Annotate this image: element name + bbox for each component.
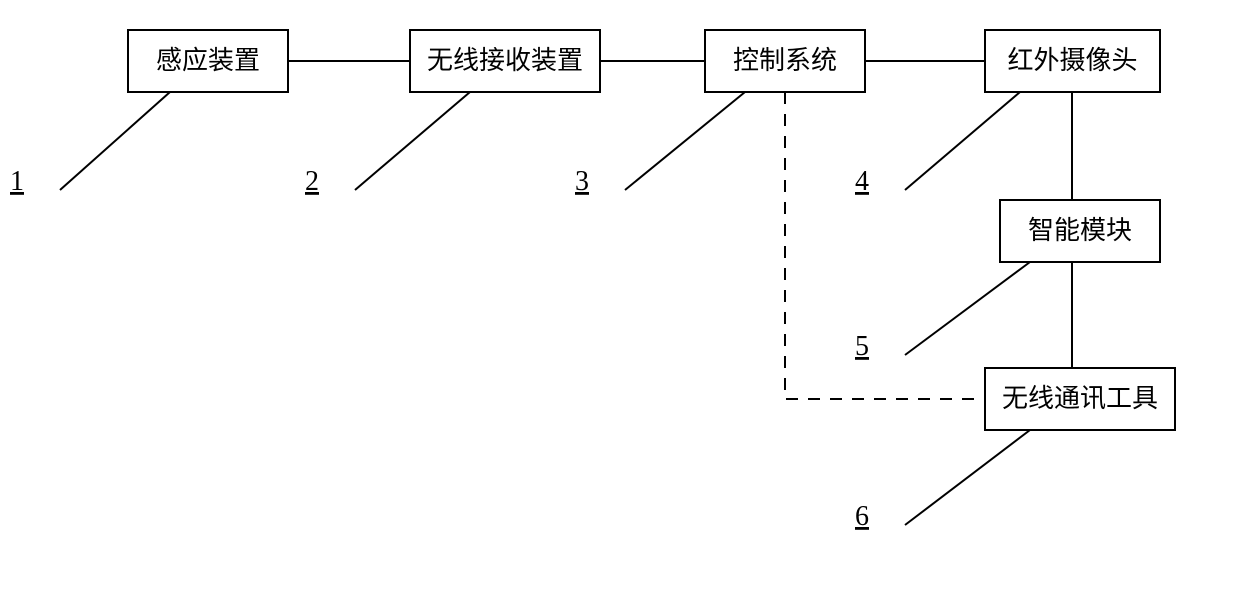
node-label: 智能模块: [1028, 216, 1132, 245]
leader-number: 6: [855, 501, 869, 532]
node-n1: 感应装置: [128, 30, 288, 92]
leader-2: 2: [305, 92, 470, 197]
leader-1: 1: [10, 92, 170, 197]
leader-line: [625, 92, 745, 190]
node-n2: 无线接收装置: [410, 30, 600, 92]
block-diagram: 感应装置 无线接收装置 控制系统 红外摄像头智能模块无线通讯工具 1 2 3 4 5 6: [0, 0, 1240, 599]
leader-number: 3: [575, 166, 589, 197]
leader-line: [60, 92, 170, 190]
node-label: 感应装置: [156, 46, 260, 75]
leader-number: 2: [305, 166, 319, 197]
leader-line: [905, 262, 1030, 355]
edge-n3-n6: [785, 92, 985, 399]
leader-number: 1: [10, 166, 24, 197]
node-label: 无线接收装置: [427, 46, 583, 75]
leader-3: 3: [575, 92, 745, 197]
leader-6: 6: [855, 430, 1030, 532]
node-label: 控制系统: [733, 46, 837, 75]
node-label: 红外摄像头: [1007, 46, 1137, 75]
leader-number: 5: [855, 331, 869, 362]
leader-number: 4: [855, 166, 869, 197]
node-label: 无线通讯工具: [1002, 384, 1158, 413]
leader-5: 5: [855, 262, 1030, 362]
leader-line: [905, 430, 1030, 525]
node-n6: 无线通讯工具: [985, 368, 1175, 430]
leader-line: [355, 92, 470, 190]
leader-4: 4: [855, 92, 1020, 197]
node-n5: 智能模块: [1000, 200, 1160, 262]
node-n3: 控制系统: [705, 30, 865, 92]
leader-line: [905, 92, 1020, 190]
node-n4: 红外摄像头: [985, 30, 1160, 92]
